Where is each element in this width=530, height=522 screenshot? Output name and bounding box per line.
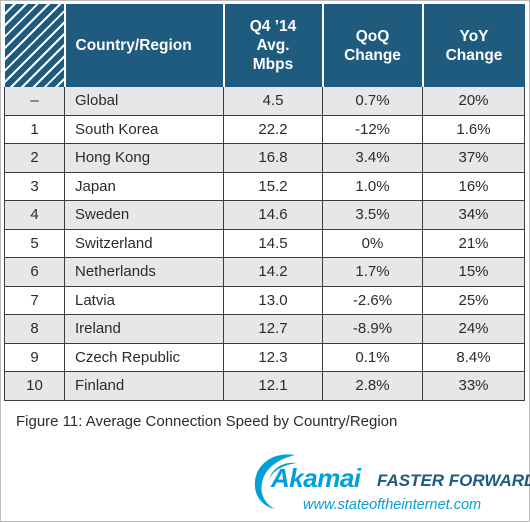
rank-cell: 3 bbox=[4, 172, 65, 201]
rank-cell: 9 bbox=[4, 343, 65, 372]
yoy-header: YoY Change bbox=[421, 4, 525, 87]
speed-header-line-1: Q4 ’14 bbox=[249, 18, 297, 35]
table-row: 1 South Korea 22.2 -12% 1.6% bbox=[4, 115, 525, 144]
qoq-cell: 0% bbox=[322, 229, 423, 258]
speed-cell: 14.6 bbox=[223, 200, 323, 230]
speed-cell: 15.2 bbox=[223, 172, 323, 201]
yoy-cell: 33% bbox=[422, 371, 525, 401]
qoq-cell: 0.7% bbox=[322, 87, 423, 116]
qoq-header-line-2: Change bbox=[344, 46, 401, 64]
country-cell: Hong Kong bbox=[64, 143, 224, 173]
yoy-cell: 8.4% bbox=[422, 343, 525, 372]
qoq-cell: 2.8% bbox=[322, 371, 423, 401]
figure-caption: Figure 11: Average Connection Speed by C… bbox=[16, 413, 398, 430]
akamai-swoosh-icon bbox=[254, 454, 297, 509]
yoy-header-line-2: Change bbox=[445, 46, 503, 64]
speed-header: Q4 ’14 Avg. Mbps bbox=[222, 4, 323, 87]
rank-cell: 8 bbox=[4, 314, 65, 344]
speed-cell: 12.7 bbox=[223, 314, 323, 344]
rank-cell: 2 bbox=[4, 143, 65, 173]
table-row: 4 Sweden 14.6 3.5% 34% bbox=[4, 200, 525, 230]
connection-speed-table: Country/Region Q4 ’14 Avg. Mbps QoQ Chan… bbox=[4, 4, 525, 401]
country-cell: Sweden bbox=[64, 200, 224, 230]
rank-cell: 1 bbox=[4, 115, 65, 144]
brand-tagline: FASTER FORWARD bbox=[377, 471, 530, 490]
country-cell: Switzerland bbox=[64, 229, 224, 258]
table-body: – Global 4.5 0.7% 20% 1 South Korea 22.2 -12% 1.6… bbox=[4, 87, 525, 401]
table-row: 2 Hong Kong 16.8 3.4% 37% bbox=[4, 143, 525, 173]
speed-cell: 12.3 bbox=[223, 343, 323, 372]
yoy-cell: 21% bbox=[422, 229, 525, 258]
table-row: 8 Ireland 12.7 -8.9% 24% bbox=[4, 314, 525, 344]
country-cell: Czech Republic bbox=[64, 343, 224, 372]
qoq-cell: 1.7% bbox=[322, 257, 423, 287]
yoy-cell: 20% bbox=[422, 87, 525, 116]
website-url: www.stateoftheinternet.com bbox=[303, 497, 482, 513]
speed-header-line-2: Avg. bbox=[256, 37, 290, 54]
country-cell: Finland bbox=[64, 371, 224, 401]
yoy-cell: 24% bbox=[422, 314, 525, 344]
akamai-logo: Akamai FASTER FORWARD www.stateoftheinte… bbox=[249, 449, 530, 515]
yoy-cell: 37% bbox=[422, 143, 525, 173]
table-row: 9 Czech Republic 12.3 0.1% 8.4% bbox=[4, 343, 525, 372]
speed-cell: 4.5 bbox=[223, 87, 323, 116]
speed-header-line-3: Mbps bbox=[252, 56, 294, 73]
table-row: 10 Finland 12.1 2.8% 33% bbox=[4, 371, 525, 401]
qoq-cell: 0.1% bbox=[322, 343, 423, 372]
speed-cell: 13.0 bbox=[223, 286, 323, 315]
yoy-cell: 15% bbox=[422, 257, 525, 287]
rank-cell: 6 bbox=[4, 257, 65, 287]
rank-header bbox=[4, 4, 65, 87]
rank-cell: 10 bbox=[4, 371, 65, 401]
qoq-cell: 3.4% bbox=[322, 143, 423, 173]
qoq-cell: -12% bbox=[322, 115, 423, 144]
country-cell: Global bbox=[64, 87, 224, 116]
speed-cell: 12.1 bbox=[223, 371, 323, 401]
rank-cell: 4 bbox=[4, 200, 65, 230]
qoq-cell: -8.9% bbox=[322, 314, 423, 344]
table-row: 7 Latvia 13.0 -2.6% 25% bbox=[4, 286, 525, 315]
qoq-cell: 3.5% bbox=[322, 200, 423, 230]
table-row: 6 Netherlands 14.2 1.7% 15% bbox=[4, 257, 525, 287]
country-cell: Ireland bbox=[64, 314, 224, 344]
speed-cell: 22.2 bbox=[223, 115, 323, 144]
table-row: 5 Switzerland 14.5 0% 21% bbox=[4, 229, 525, 258]
qoq-cell: 1.0% bbox=[322, 172, 423, 201]
brand-name: Akamai bbox=[271, 463, 361, 493]
rank-cell: – bbox=[4, 87, 65, 116]
country-cell: Latvia bbox=[64, 286, 224, 315]
rank-cell: 7 bbox=[4, 286, 65, 315]
country-cell: Netherlands bbox=[64, 257, 224, 287]
qoq-cell: -2.6% bbox=[322, 286, 423, 315]
yoy-header-line-1: YoY bbox=[459, 27, 489, 45]
table-row: – Global 4.5 0.7% 20% bbox=[4, 87, 525, 116]
yoy-cell: 34% bbox=[422, 200, 525, 230]
country-cell: South Korea bbox=[64, 115, 224, 144]
speed-cell: 14.5 bbox=[223, 229, 323, 258]
country-header: Country/Region bbox=[63, 4, 224, 87]
yoy-cell: 16% bbox=[422, 172, 525, 201]
rank-cell: 5 bbox=[4, 229, 65, 258]
table-row: 3 Japan 15.2 1.0% 16% bbox=[4, 172, 525, 201]
table-header-row: Country/Region Q4 ’14 Avg. Mbps QoQ Chan… bbox=[4, 4, 525, 87]
country-cell: Japan bbox=[64, 172, 224, 201]
yoy-cell: 1.6% bbox=[422, 115, 525, 144]
qoq-header: QoQ Change bbox=[321, 4, 423, 87]
speed-cell: 16.8 bbox=[223, 143, 323, 173]
speed-cell: 14.2 bbox=[223, 257, 323, 287]
yoy-cell: 25% bbox=[422, 286, 525, 315]
qoq-header-line-1: QoQ bbox=[355, 27, 390, 45]
